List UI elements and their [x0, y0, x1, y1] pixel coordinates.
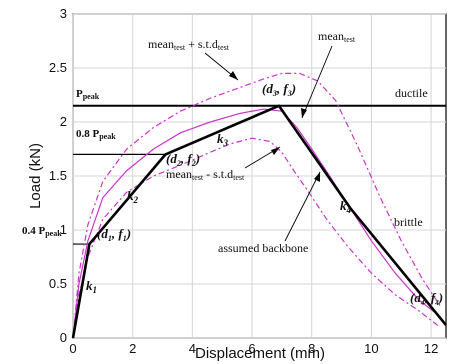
x-tick-label-3: 6 — [248, 341, 255, 356]
y-axis-title: Load (kN) — [27, 143, 44, 209]
ref-label-p-peak: Ppeak — [76, 88, 100, 101]
arrowhead-mean — [301, 108, 307, 118]
x-tick-label-5: 10 — [364, 341, 378, 356]
arrow-backbone — [284, 171, 321, 242]
x-tick-label-6: 12 — [424, 341, 438, 356]
y-tick-label-4: 2 — [60, 114, 67, 129]
label-mean-minus-std: meantest - s.t.dtest — [166, 167, 245, 182]
series-line-0 — [71, 104, 448, 339]
label-k1: k1 — [86, 278, 97, 295]
series-line-1 — [72, 72, 441, 339]
label-point-1: (d1, f1) — [97, 226, 131, 243]
label-point-2: (d2, f2) — [166, 151, 200, 168]
series-line-3 — [72, 137, 441, 339]
x-axis-title: Displacement (mm) — [195, 345, 325, 362]
arrowhead-backbone — [314, 172, 320, 182]
y-tick-label-3: 1.5 — [49, 168, 67, 183]
grid — [72, 13, 446, 339]
label-k2: k2 — [127, 188, 139, 205]
label-point-3: (d3, f3) — [262, 81, 296, 98]
axis-ticks: 0 2 4 6 8 10 12 0 0.5 1 1.5 2 2.5 3 — [49, 6, 438, 356]
y-tick-label-0: 0 — [60, 330, 67, 345]
x-tick-label-0: 0 — [69, 341, 76, 356]
ref-label-08-p-peak: 0.8 Ppeak — [76, 128, 116, 141]
arrow-mean — [301, 45, 333, 119]
y-tick-label-2: 1 — [60, 222, 67, 237]
y-tick-label-1: 0.5 — [49, 276, 67, 291]
data-series — [71, 72, 448, 339]
x-tick-label-2: 4 — [189, 341, 196, 356]
label-brittle: brittle — [394, 215, 423, 229]
arrowhead-mean-minus-std — [271, 147, 280, 155]
label-mean-plus-std: meantest + s.t.dtest — [148, 37, 230, 52]
ref-label-04-p-peak: 0.4 Ppeak — [22, 225, 62, 238]
y-tick-label-6: 3 — [60, 6, 67, 21]
series-line-2 — [72, 108, 441, 339]
arrowhead-mean-plus-std — [229, 71, 238, 80]
label-assumed-backbone: assumed backbone — [218, 241, 308, 255]
x-tick-label-1: 2 — [129, 341, 136, 356]
label-k4: k4 — [340, 198, 352, 215]
label-point-4: (d4, f4) — [410, 290, 443, 307]
label-k3: k3 — [217, 131, 229, 148]
x-tick-label-4: 8 — [308, 341, 315, 356]
arrow-heads — [229, 71, 320, 182]
y-tick-label-5: 2.5 — [49, 60, 67, 75]
label-ductile: ductile — [395, 86, 428, 100]
